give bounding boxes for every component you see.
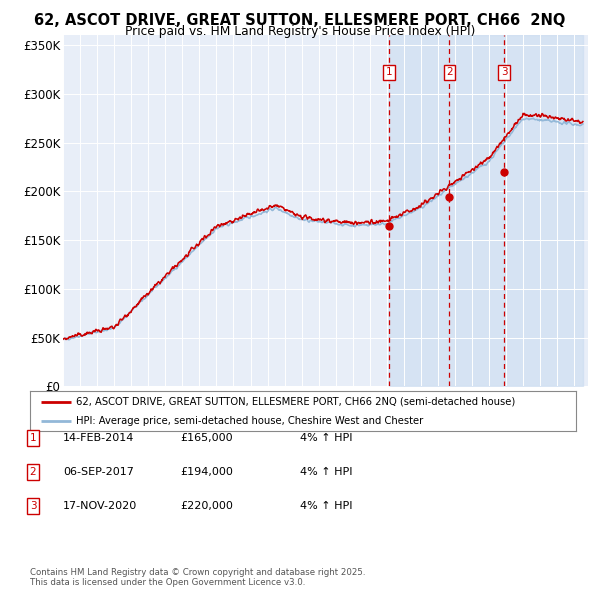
Text: 62, ASCOT DRIVE, GREAT SUTTON, ELLESMERE PORT, CH66  2NQ: 62, ASCOT DRIVE, GREAT SUTTON, ELLESMERE… xyxy=(34,13,566,28)
Text: 3: 3 xyxy=(501,67,508,77)
Text: £220,000: £220,000 xyxy=(180,502,233,511)
Text: 14-FEB-2014: 14-FEB-2014 xyxy=(63,433,134,442)
Text: 2: 2 xyxy=(29,467,37,477)
Text: 62, ASCOT DRIVE, GREAT SUTTON, ELLESMERE PORT, CH66 2NQ (semi-detached house): 62, ASCOT DRIVE, GREAT SUTTON, ELLESMERE… xyxy=(76,397,515,407)
Text: 4% ↑ HPI: 4% ↑ HPI xyxy=(300,433,353,442)
Text: £194,000: £194,000 xyxy=(180,467,233,477)
Text: 06-SEP-2017: 06-SEP-2017 xyxy=(63,467,134,477)
Text: 2: 2 xyxy=(446,67,453,77)
Text: 1: 1 xyxy=(386,67,392,77)
Text: 3: 3 xyxy=(29,502,37,511)
Text: Price paid vs. HM Land Registry's House Price Index (HPI): Price paid vs. HM Land Registry's House … xyxy=(125,25,475,38)
Text: Contains HM Land Registry data © Crown copyright and database right 2025.
This d: Contains HM Land Registry data © Crown c… xyxy=(30,568,365,587)
Text: 1: 1 xyxy=(29,433,37,442)
Text: 4% ↑ HPI: 4% ↑ HPI xyxy=(300,502,353,511)
Text: HPI: Average price, semi-detached house, Cheshire West and Chester: HPI: Average price, semi-detached house,… xyxy=(76,416,424,425)
Text: 4% ↑ HPI: 4% ↑ HPI xyxy=(300,467,353,477)
Text: 17-NOV-2020: 17-NOV-2020 xyxy=(63,502,137,511)
Text: £165,000: £165,000 xyxy=(180,433,233,442)
